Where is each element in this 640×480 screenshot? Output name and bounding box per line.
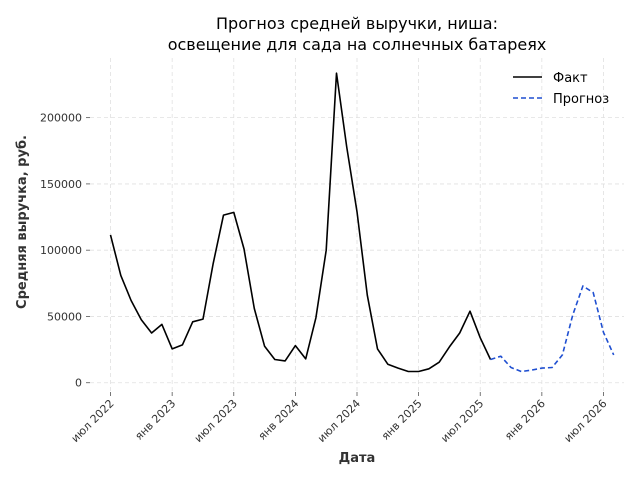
x-tick-label-5: янв 2025 [379, 397, 425, 443]
series-lines [109, 72, 615, 373]
x-tick-label-0: июл 2022 [69, 397, 117, 445]
chart-title-line-2: освещение для сада на солнечных батареях [168, 35, 547, 54]
series-line-1 [490, 285, 615, 373]
y-axis-label: Средняя выручка, руб. [15, 135, 30, 309]
y-axis-ticks: 0 50000 100000 150000 200000 [40, 112, 90, 390]
series-line-0 [109, 72, 492, 373]
y-tick-label-2: 100000 [40, 244, 82, 257]
x-tick-label-2: июл 2023 [192, 397, 240, 445]
y-tick-label-3: 150000 [40, 178, 82, 191]
legend-label-1: Прогноз [553, 92, 609, 107]
grid [90, 58, 624, 392]
y-tick-label-4: 200000 [40, 112, 82, 125]
x-tick-label-1: янв 2023 [132, 397, 178, 443]
x-tick-label-8: июл 2026 [562, 397, 610, 445]
legend-label-0: Факт [553, 71, 588, 86]
x-tick-label-6: июл 2025 [438, 397, 486, 445]
y-tick-label-0: 0 [75, 377, 82, 390]
legend: Факт Прогноз [513, 71, 609, 107]
x-tick-label-3: янв 2024 [256, 397, 302, 443]
x-tick-label-7: янв 2026 [502, 397, 548, 443]
x-axis-ticks: июл 2022 янв 2023 июл 2023 янв 2024 июл 2024… [69, 392, 610, 445]
x-axis-label: Дата [339, 451, 376, 466]
y-tick-label-1: 50000 [47, 310, 82, 323]
x-tick-label-4: июл 2024 [315, 397, 363, 445]
chart-title-line-1: Прогноз средней выручки, ниша: [216, 14, 498, 33]
